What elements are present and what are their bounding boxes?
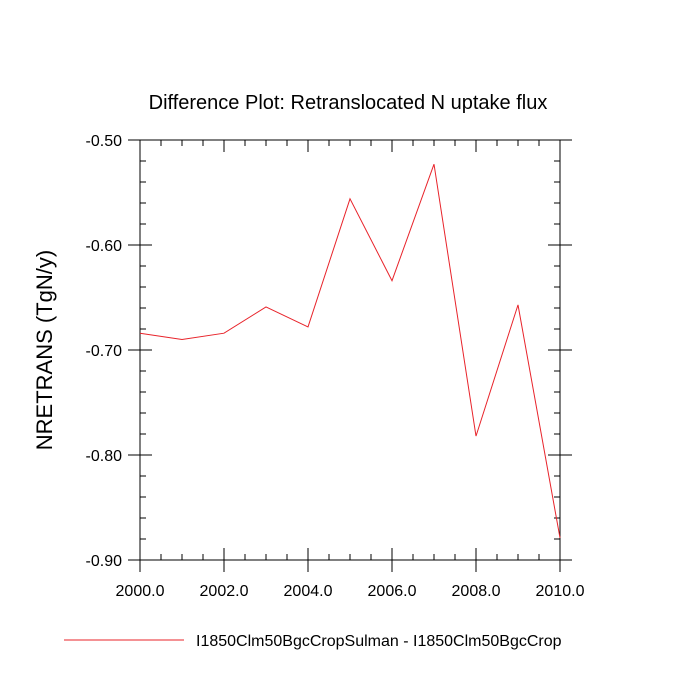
legend-label: I1850Clm50BgcCropSulman - I1850Clm50BgcC… — [196, 633, 562, 650]
axis-ticks — [128, 139, 572, 572]
y-tick-label: -0.90 — [86, 553, 123, 570]
plot-frame — [139, 139, 561, 561]
series-line — [139, 163, 561, 539]
axis-tick-labels: 2000.0 2002.0 2004.0 2006.0 2008.0 2010.0 -0.5… — [86, 133, 585, 600]
y-tick-label: -0.70 — [86, 343, 123, 360]
x-tick-label: 2004.0 — [284, 583, 333, 600]
y-tick-label: -0.80 — [86, 448, 123, 465]
y-tick-label: -0.50 — [86, 133, 123, 150]
series-lines — [139, 163, 561, 539]
x-tick-label: 2000.0 — [116, 583, 165, 600]
chart-title: Difference Plot: Retranslocated N uptake… — [149, 92, 548, 114]
y-tick-label: -0.60 — [86, 238, 123, 255]
x-tick-label: 2006.0 — [368, 583, 417, 600]
x-tick-label: 2010.0 — [536, 583, 585, 600]
x-tick-label: 2008.0 — [452, 583, 501, 600]
y-axis-label: NRETRANS (TgN/y) — [32, 250, 57, 450]
x-tick-label: 2002.0 — [200, 583, 249, 600]
legend: I1850Clm50BgcCropSulman - I1850Clm50BgcC… — [64, 633, 562, 650]
